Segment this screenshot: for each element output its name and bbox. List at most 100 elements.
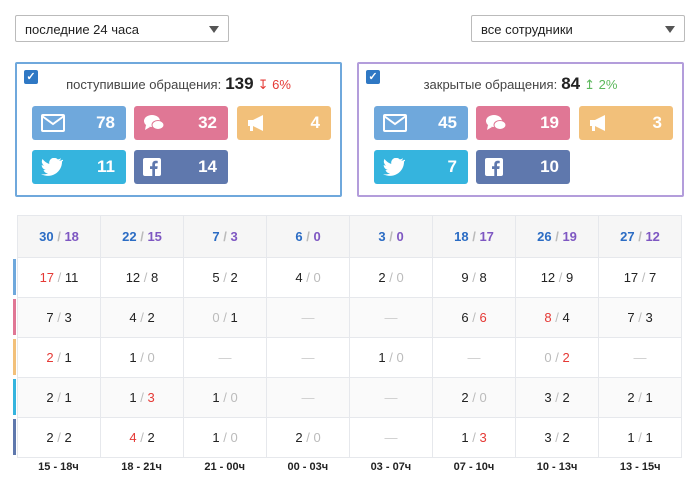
table-cell: 4 / 2 [100, 297, 184, 338]
total-cell: 7 / 3 [183, 215, 267, 258]
incoming-value: 2 [461, 390, 469, 405]
channel-button-chat[interactable]: 32 [134, 106, 228, 140]
table-cell-empty: — [266, 337, 350, 378]
panel-title: закрытые обращения: [423, 77, 558, 92]
incoming-value: 1 [212, 390, 220, 405]
incoming-total: 18 [454, 229, 469, 244]
closed-value: 1 [64, 390, 72, 405]
table-cell: 4 / 2 [100, 417, 184, 458]
closed-value: 2 [147, 430, 155, 445]
total-cell: 18 / 17 [432, 215, 516, 258]
table-cell: 2 / 2 [17, 417, 101, 458]
time-label: 07 - 10ч [453, 461, 495, 473]
time-label: 18 - 21ч [121, 461, 162, 473]
incoming-requests-panel: ✓ поступившие обращения: 139 ↧ 6% 78 32 4 11 14 [15, 62, 342, 197]
chevron-down-icon [665, 26, 675, 33]
channel-count: 4 [310, 113, 320, 132]
closed-value: 8 [479, 270, 487, 285]
table-cell: 17 / 11 [17, 257, 101, 298]
incoming-value: 2 [46, 350, 54, 365]
closed-value: 1 [64, 350, 72, 365]
channel-button-envelope[interactable]: 78 [32, 106, 126, 140]
incoming-total: 27 [620, 229, 635, 244]
total-cell: 6 / 0 [266, 215, 350, 258]
incoming-value: 1 [212, 430, 220, 445]
incoming-value: 1 [461, 430, 469, 445]
employee-select[interactable]: все сотрудники [471, 15, 685, 42]
time-label: 00 - 03ч [287, 461, 329, 473]
closed-total: 19 [562, 229, 577, 244]
table-cell-empty: — [349, 417, 433, 458]
trend-indicator: ↧ 6% [257, 77, 291, 92]
channel-button-facebook[interactable]: 14 [134, 150, 228, 184]
closed-value: 0 [230, 390, 238, 405]
incoming-value: 5 [212, 270, 220, 285]
total-cell: 3 / 0 [349, 215, 433, 258]
incoming-value: 6 [461, 310, 469, 325]
closed-value: 0 [479, 390, 487, 405]
incoming-value: 4 [295, 270, 303, 285]
closed-value: 2 [230, 270, 238, 285]
incoming-value: 3 [544, 390, 552, 405]
closed-total: 17 [479, 229, 494, 244]
table-cell: 1 / 3 [100, 377, 184, 418]
closed-value: 3 [64, 310, 72, 325]
table-cell: 12 / 9 [515, 257, 599, 298]
closed-value: 2 [64, 430, 72, 445]
channel-button-facebook[interactable]: 10 [476, 150, 570, 184]
channel-button-megaphone[interactable]: 4 [237, 106, 331, 140]
channel-button-megaphone[interactable]: 3 [579, 106, 673, 140]
incoming-value: 12 [540, 270, 556, 285]
closed-value: 1 [645, 390, 653, 405]
incoming-value: 12 [125, 270, 141, 285]
panel-total: 84 [561, 74, 581, 93]
closed-total: 0 [313, 229, 321, 244]
incoming-total: 7 [212, 229, 220, 244]
panel-total: 139 [225, 74, 254, 93]
incoming-value: 9 [461, 270, 469, 285]
channel-button-chat[interactable]: 19 [476, 106, 570, 140]
incoming-value: 0 [212, 310, 220, 325]
employee-value: все сотрудники [481, 22, 573, 37]
period-select[interactable]: последние 24 часа [15, 15, 229, 42]
table-cell: 17 / 7 [598, 257, 682, 298]
incoming-value: 2 [627, 390, 635, 405]
closed-value: 0 [396, 350, 404, 365]
channel-count: 19 [540, 113, 559, 132]
table-cell: 0 / 2 [515, 337, 599, 378]
table-cell: 2 / 1 [17, 337, 101, 378]
incoming-value: 4 [129, 430, 137, 445]
channel-button-twitter[interactable]: 11 [32, 150, 126, 184]
trend-indicator: ↥ 2% [584, 77, 618, 92]
closed-value: 1 [645, 430, 653, 445]
incoming-value: 1 [627, 430, 635, 445]
time-label: 15 - 18ч [38, 461, 79, 473]
incoming-value: 1 [129, 390, 137, 405]
table-cell: 2 / 0 [266, 417, 350, 458]
channel-count: 14 [198, 157, 217, 176]
table-cell: 8 / 4 [515, 297, 599, 338]
closed-value: 2 [147, 310, 155, 325]
panel-checkbox[interactable]: ✓ [366, 70, 380, 84]
incoming-value: 17 [623, 270, 639, 285]
chevron-down-icon [209, 26, 219, 33]
channel-count: 78 [96, 113, 115, 132]
total-cell: 26 / 19 [515, 215, 599, 258]
channel-button-envelope[interactable]: 45 [374, 106, 468, 140]
closed-value: 2 [562, 430, 570, 445]
closed-value: 2 [562, 390, 570, 405]
channel-count: 10 [540, 157, 559, 176]
channel-count: 3 [652, 113, 662, 132]
panel-title: поступившие обращения: [66, 77, 222, 92]
table-cell-empty: — [598, 337, 682, 378]
channel-button-twitter[interactable]: 7 [374, 150, 468, 184]
table-cell-empty: — [183, 337, 267, 378]
table-cell: 1 / 0 [183, 377, 267, 418]
panel-checkbox[interactable]: ✓ [24, 70, 38, 84]
incoming-value: 3 [544, 430, 552, 445]
